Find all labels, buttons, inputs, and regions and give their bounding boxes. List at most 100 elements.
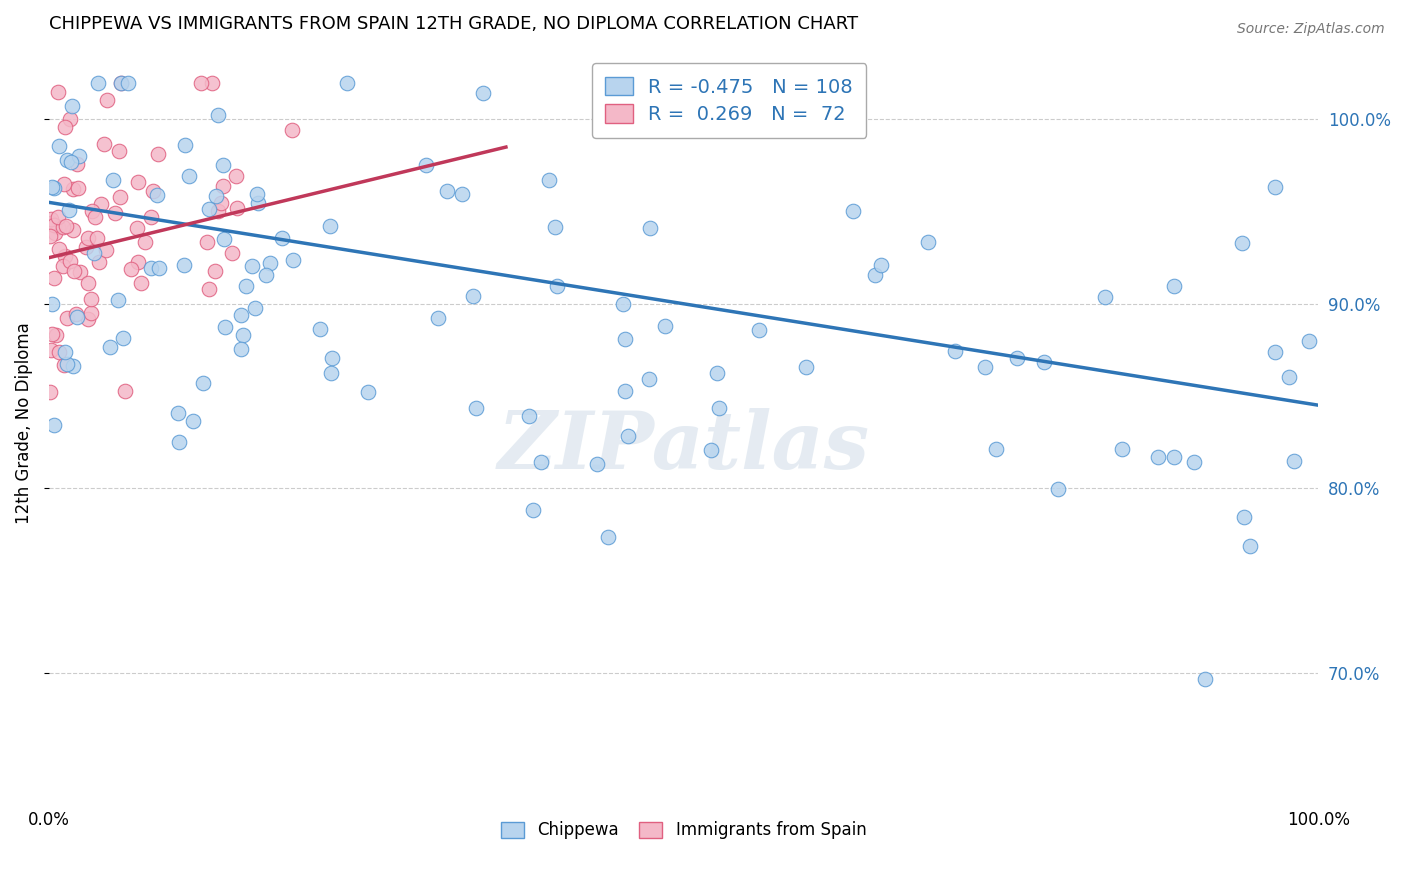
Point — [1147, 450, 1170, 464]
Point — [65, 307, 87, 321]
Point — [66, 310, 89, 324]
Point — [44, 418, 66, 433]
Point — [59, 254, 82, 268]
Point — [39, 385, 62, 400]
Point — [451, 186, 474, 201]
Point — [90, 197, 112, 211]
Point — [48, 242, 70, 256]
Point — [1005, 351, 1028, 365]
Point — [281, 122, 304, 136]
Point — [76, 311, 98, 326]
Point — [256, 268, 278, 282]
Point — [974, 359, 997, 374]
Point — [537, 173, 560, 187]
Point — [139, 261, 162, 276]
Point — [134, 235, 156, 249]
Point — [596, 530, 619, 544]
Point — [104, 206, 127, 220]
Point — [142, 184, 165, 198]
Point — [638, 220, 661, 235]
Point — [748, 323, 770, 337]
Point — [281, 253, 304, 268]
Point — [522, 502, 544, 516]
Point — [44, 218, 66, 232]
Point — [55, 219, 77, 233]
Point — [39, 229, 62, 244]
Point — [204, 188, 226, 202]
Point — [166, 406, 188, 420]
Point — [336, 76, 359, 90]
Point — [226, 201, 249, 215]
Point — [67, 180, 90, 194]
Point — [195, 235, 218, 250]
Point — [612, 297, 634, 311]
Point — [114, 384, 136, 399]
Point — [245, 301, 267, 315]
Point — [700, 443, 723, 458]
Point — [211, 179, 233, 194]
Point — [212, 159, 235, 173]
Point — [198, 202, 221, 217]
Point — [146, 188, 169, 202]
Point — [52, 259, 75, 273]
Point — [87, 255, 110, 269]
Point — [66, 157, 89, 171]
Point — [93, 136, 115, 151]
Point — [59, 112, 82, 126]
Point — [107, 293, 129, 307]
Point — [637, 372, 659, 386]
Point — [1182, 455, 1205, 469]
Point — [148, 261, 170, 276]
Point — [201, 76, 224, 90]
Point — [46, 211, 69, 225]
Point — [56, 357, 79, 371]
Point — [80, 292, 103, 306]
Point — [141, 210, 163, 224]
Text: Source: ZipAtlas.com: Source: ZipAtlas.com — [1237, 22, 1385, 37]
Point — [465, 401, 488, 416]
Point — [146, 146, 169, 161]
Point — [415, 158, 437, 172]
Point — [232, 328, 254, 343]
Point — [1194, 672, 1216, 686]
Point — [58, 202, 80, 217]
Point — [55, 344, 77, 359]
Point — [83, 245, 105, 260]
Point — [117, 76, 139, 90]
Point — [214, 319, 236, 334]
Point — [110, 76, 132, 90]
Point — [221, 246, 243, 260]
Point — [60, 99, 83, 113]
Point — [246, 195, 269, 210]
Point — [1264, 180, 1286, 194]
Point — [321, 351, 343, 366]
Point — [1094, 290, 1116, 304]
Point — [707, 401, 730, 415]
Point — [39, 216, 62, 230]
Text: ZIPatlas: ZIPatlas — [498, 408, 870, 485]
Point — [82, 204, 104, 219]
Point — [321, 366, 343, 380]
Point — [1032, 355, 1054, 369]
Point — [100, 340, 122, 354]
Point — [80, 306, 103, 320]
Point — [108, 145, 131, 159]
Point — [41, 179, 63, 194]
Point — [1163, 450, 1185, 464]
Point — [617, 429, 640, 443]
Point — [76, 230, 98, 244]
Point — [174, 138, 197, 153]
Point — [55, 153, 77, 167]
Point — [214, 232, 236, 246]
Point — [231, 308, 253, 322]
Point — [48, 345, 70, 359]
Point — [794, 359, 817, 374]
Point — [945, 344, 967, 359]
Point — [45, 328, 67, 343]
Point — [62, 223, 84, 237]
Point — [546, 278, 568, 293]
Point — [235, 278, 257, 293]
Point — [613, 332, 636, 346]
Point — [96, 93, 118, 107]
Point — [67, 149, 90, 163]
